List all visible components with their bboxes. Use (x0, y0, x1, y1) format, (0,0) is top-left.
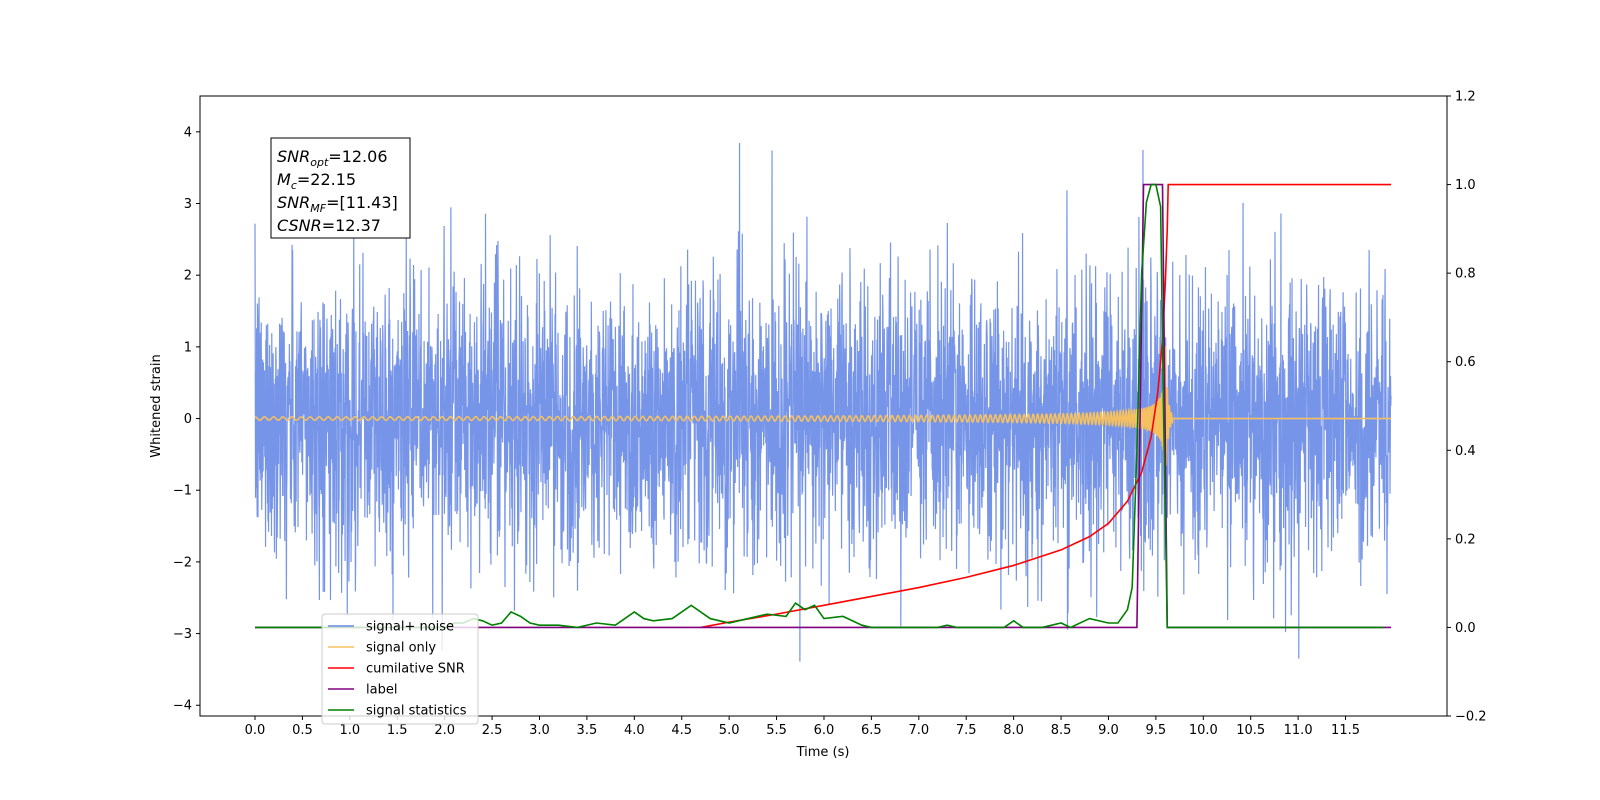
x-tick-label: 7.5 (956, 723, 977, 738)
y-tick-label: 1 (184, 340, 192, 355)
x-tick-label: 11.5 (1331, 723, 1360, 738)
y2-tick-label: 0.0 (1455, 621, 1476, 636)
x-tick-label: 2.5 (482, 723, 503, 738)
x-tick-label: 7.0 (908, 723, 929, 738)
series-line-2 (700, 183, 1392, 629)
x-axis: 0.0 0.5 1.0 1.5 2.0 2.5 3.0 3.5 4.0 4.5 5.0 5.5 6.0 6… (245, 716, 1360, 738)
y2-tick-label: 0.6 (1455, 355, 1476, 370)
series-line-4 (255, 183, 1384, 629)
y-tick-label: −1 (173, 484, 192, 499)
annotation-line: CSNR=12.37 (277, 216, 381, 235)
stats-annotation-box: SNRopt=12.06Mc=22.15SNRMF=[11.43]CSNR=12… (270, 137, 411, 239)
y-axis-right: 1.2 1.0 0.8 0.6 0.4 0.2 0.0 −0.2 (1447, 90, 1487, 725)
x-tick-label: 2.0 (434, 723, 455, 738)
x-tick-label: 8.5 (1051, 723, 1072, 738)
annotation-box (270, 137, 411, 239)
y2-tick-label: 0.2 (1455, 532, 1476, 547)
legend-entry: signal+ noise (366, 620, 454, 635)
x-tick-label: 11.0 (1284, 723, 1313, 738)
x-tick-label: 4.0 (624, 723, 645, 738)
x-tick-label: 0.5 (292, 723, 313, 738)
legend-entry: signal only (366, 641, 436, 656)
x-tick-label: 10.0 (1189, 723, 1218, 738)
x-tick-label: 8.0 (1003, 723, 1024, 738)
x-tick-label: 5.0 (719, 723, 740, 738)
x-tick-label: 3.5 (577, 723, 598, 738)
y2-tick-label: 0.8 (1455, 267, 1476, 282)
x-tick-label: 10.5 (1236, 723, 1265, 738)
x-tick-label: 5.5 (766, 723, 787, 738)
x-tick-label: 9.0 (1098, 723, 1119, 738)
legend-entry: label (366, 683, 397, 698)
annotation-line: Mc=22.15 (277, 170, 356, 192)
x-tick-label: 1.5 (387, 723, 408, 738)
y-axis-label: Whitened strain (149, 354, 164, 457)
y2-tick-label: 1.0 (1455, 178, 1476, 193)
series-line-1 (254, 346, 1392, 466)
y-tick-label: −2 (173, 555, 192, 570)
y-tick-label: 0 (184, 412, 192, 427)
y-tick-label: 4 (184, 125, 192, 140)
legend-entry: signal statistics (366, 704, 467, 719)
y-tick-label: 2 (184, 269, 192, 284)
y-axis-left: 4 3 2 1 0 −1 −2 −3 −4 (173, 125, 200, 714)
legend-frame (321, 613, 479, 725)
y-tick-label: −3 (173, 627, 192, 642)
y-tick-label: −4 (173, 699, 192, 714)
x-tick-label: 0.0 (245, 723, 266, 738)
x-tick-label: 6.0 (814, 723, 835, 738)
legend-entry: cumilative SNR (366, 662, 465, 677)
x-tick-label: 6.5 (861, 723, 882, 738)
x-tick-label: 9.5 (1146, 723, 1167, 738)
annotation-line: SNRMF=[11.43] (277, 193, 398, 215)
y2-tick-label: 1.2 (1455, 90, 1476, 105)
x-axis-label: Time (s) (796, 745, 850, 760)
y2-tick-label: 0.4 (1455, 444, 1476, 459)
y-tick-label: 3 (184, 197, 192, 212)
x-tick-label: 1.0 (339, 723, 360, 738)
legend: signal+ noise signal only cumilative SNR la… (321, 613, 479, 725)
x-tick-label: 4.5 (671, 723, 692, 738)
plot-area (254, 143, 1392, 662)
series-line-0 (254, 143, 1392, 662)
annotation-line: SNRopt=12.06 (277, 147, 388, 169)
y2-tick-label: −0.2 (1455, 710, 1487, 725)
x-tick-label: 3.0 (529, 723, 550, 738)
